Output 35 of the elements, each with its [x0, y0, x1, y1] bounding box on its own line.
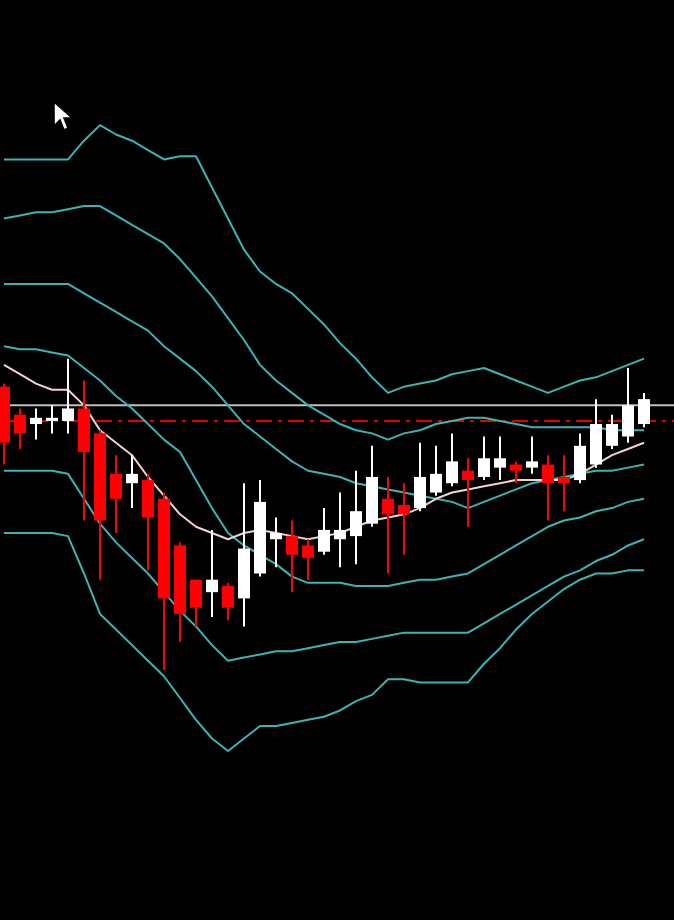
candlestick	[302, 538, 314, 581]
candlestick	[494, 435, 506, 482]
candlestick	[478, 435, 490, 482]
candlestick	[366, 444, 378, 528]
candlestick	[286, 519, 298, 594]
candlestick	[142, 472, 154, 572]
candlestick	[110, 454, 122, 535]
candlestick	[558, 454, 570, 513]
candlestick	[46, 404, 58, 435]
candlestick	[350, 469, 362, 566]
candlestick	[30, 407, 42, 441]
candlestick	[510, 460, 522, 485]
candlestick	[574, 432, 586, 485]
candlestick	[126, 454, 138, 510]
candlestick	[462, 457, 474, 528]
candlestick	[638, 391, 650, 429]
candlestick	[542, 454, 554, 522]
candlestick	[446, 432, 458, 488]
candlestick	[270, 516, 282, 569]
candlestick	[206, 528, 218, 619]
candlestick	[318, 507, 330, 556]
candlestick	[14, 407, 26, 450]
candlestick	[526, 435, 538, 475]
candlestick	[414, 441, 426, 513]
candlestick	[190, 578, 202, 628]
candlestick	[382, 475, 394, 575]
candlestick	[590, 398, 602, 469]
candlestick	[78, 379, 90, 522]
candlestick	[62, 357, 74, 435]
candlestick	[222, 581, 234, 622]
candlestick	[430, 444, 442, 497]
candlestick	[622, 367, 634, 444]
candlestick	[398, 482, 410, 556]
candlestick	[606, 413, 618, 450]
candlestick	[334, 491, 346, 569]
